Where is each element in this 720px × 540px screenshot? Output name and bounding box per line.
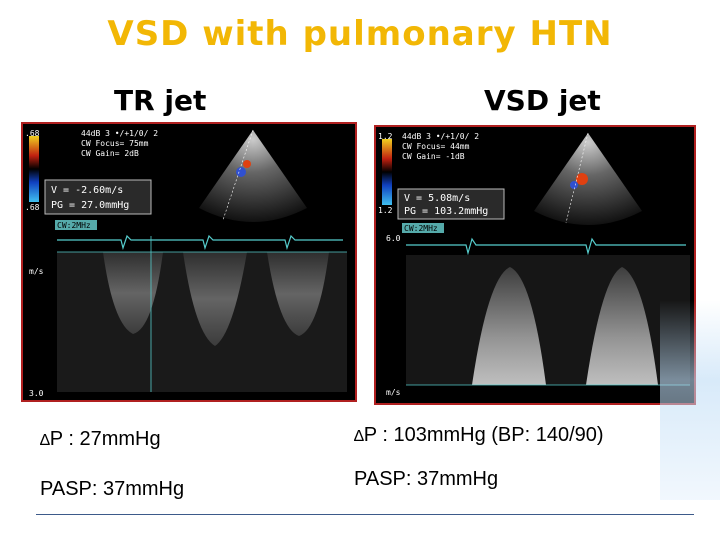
velocity-readout: V = 5.08m/s xyxy=(404,193,470,204)
gradient-readout: PG = 27.0mmHg xyxy=(51,200,129,211)
velocity-readout-box xyxy=(397,188,505,220)
vsd-pasp: PASP: 37mmHg xyxy=(354,468,499,490)
depth-label: 6.0 xyxy=(386,234,401,243)
right-panel-label: VSD jet xyxy=(484,84,601,117)
echo-settings-line-2: CW Focus= 75mm xyxy=(81,139,149,148)
scale-top-label: .68 xyxy=(25,129,40,138)
echo-settings-line-3: CW Gain= -1dB xyxy=(402,152,465,161)
tr-echo-svg: .68 .68 44dB 3 •/+1/0/ 2 CW Focus= 75mm … xyxy=(25,129,347,398)
doppler-envelope-1 xyxy=(472,267,546,385)
velocity-readout-box xyxy=(44,179,152,215)
color-scale-bar xyxy=(382,139,392,205)
velocity-readout: V = -2.60m/s xyxy=(51,185,123,196)
tr-jet-echo-image: .68 .68 44dB 3 •/+1/0/ 2 CW Focus= 75mm … xyxy=(21,122,357,402)
doppler-envelope-2 xyxy=(183,252,247,346)
doppler-envelope-3 xyxy=(267,252,329,336)
color-flow-blue xyxy=(236,167,246,177)
depth-label: 3.0 xyxy=(29,389,44,398)
gradient-readout: PG = 103.2mmHg xyxy=(404,206,488,217)
color-flow-red xyxy=(576,173,588,185)
echo-sector xyxy=(199,130,307,222)
tr-pressure-gradient: ∆P : 27mmHg xyxy=(40,428,161,450)
delta-symbol: ∆ xyxy=(40,432,50,449)
ecg-trace xyxy=(57,234,343,251)
echo-settings-line-2: CW Focus= 44mm xyxy=(402,142,470,151)
delta-symbol: ∆ xyxy=(354,428,364,445)
color-scale-bar xyxy=(29,136,39,202)
doppler-envelope-1 xyxy=(103,252,163,334)
color-flow-red xyxy=(243,160,251,168)
vsd-echo-svg: 1.2 1.2 44dB 3 •/+1/0/ 2 CW Focus= 44mm … xyxy=(378,132,690,397)
echo-settings-line-1: 44dB 3 •/+1/0/ 2 xyxy=(402,132,479,141)
scale-top-label: 1.2 xyxy=(378,132,393,141)
probe-label-bg xyxy=(55,220,97,230)
probe-label-bg xyxy=(402,223,444,233)
probe-label: CW:2MHz xyxy=(404,224,438,233)
color-flow-blue xyxy=(570,181,578,189)
probe-label: CW:2MHz xyxy=(57,221,91,230)
doppler-envelope-2 xyxy=(586,267,658,385)
echo-settings-line-1: 44dB 3 •/+1/0/ 2 xyxy=(81,129,158,138)
tr-pasp: PASP: 37mmHg xyxy=(40,478,185,500)
background-decoration xyxy=(660,300,720,500)
vsd-jet-echo-image: 1.2 1.2 44dB 3 •/+1/0/ 2 CW Focus= 44mm … xyxy=(374,125,696,405)
vsd-pressure-gradient: ∆P : 103mmHg (BP: 140/90) xyxy=(354,424,604,446)
scale-bottom-label: .68 xyxy=(25,203,40,212)
scale-bottom-label: 1.2 xyxy=(378,206,393,215)
slide-title: VSD with pulmonary HTN xyxy=(107,14,613,54)
velocity-unit-label: m/s xyxy=(29,267,44,276)
velocity-unit-label: m/s xyxy=(386,388,401,397)
left-panel-label: TR jet xyxy=(114,84,207,117)
ecg-trace xyxy=(406,237,686,256)
cursor-line xyxy=(565,132,589,224)
footer-divider xyxy=(36,514,694,515)
echo-settings-line-3: CW Gain= 2dB xyxy=(81,149,139,158)
